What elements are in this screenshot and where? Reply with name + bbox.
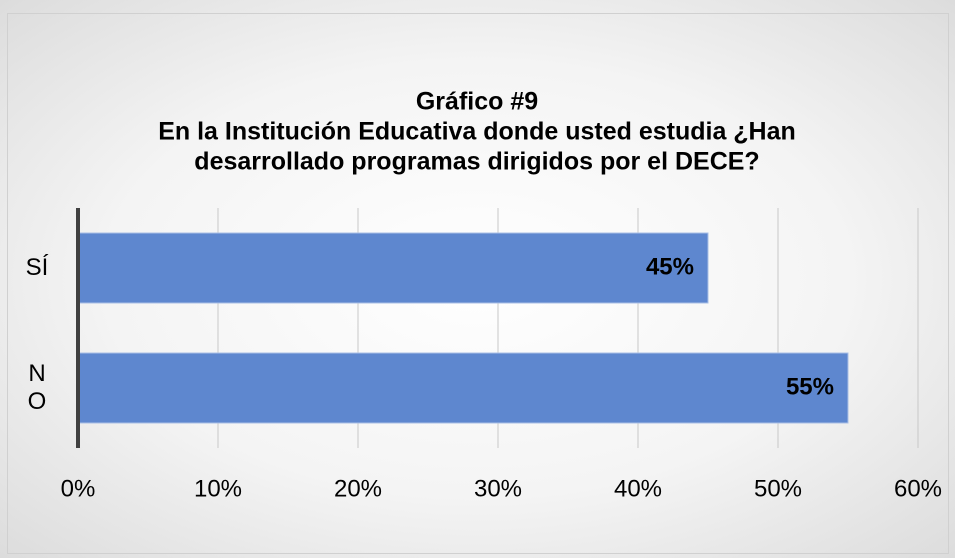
x-tick-label: 20% xyxy=(334,475,382,502)
x-tick-label: 30% xyxy=(474,475,522,502)
chart-border xyxy=(7,13,949,554)
y-tick-label: SÍ xyxy=(25,254,49,281)
x-tick-label: 50% xyxy=(754,475,802,502)
data-label: 45% xyxy=(646,253,694,280)
x-tick-label: 0% xyxy=(61,475,96,502)
x-tick-label: 10% xyxy=(194,475,242,502)
y-tick-label: NO xyxy=(27,360,47,415)
bar xyxy=(77,232,709,304)
chart-title: En la Institución Educativa donde usted … xyxy=(158,118,796,146)
chart-title: desarrollado programas dirigidos por el … xyxy=(194,148,759,176)
chart-title: Gráfico #9 xyxy=(416,88,538,116)
data-label: 55% xyxy=(786,373,834,400)
bar xyxy=(77,352,849,424)
x-tick-label: 60% xyxy=(894,475,942,502)
x-tick-label: 40% xyxy=(614,475,662,502)
